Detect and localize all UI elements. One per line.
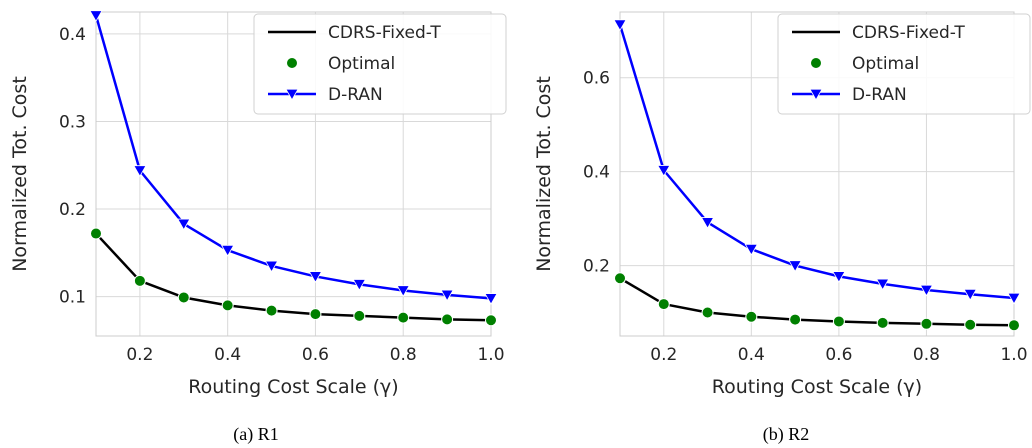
data-point-d-ran bbox=[702, 218, 714, 229]
y-axis-label: Normalized Tot. Cost bbox=[533, 76, 555, 272]
data-point-optimal bbox=[921, 318, 932, 329]
legend-label: CDRS-Fixed-T bbox=[328, 23, 441, 43]
series-line-cdrs-fixed-t bbox=[620, 278, 1014, 325]
data-point-optimal bbox=[1009, 320, 1020, 331]
x-axis-label: Routing Cost Scale (γ) bbox=[712, 376, 922, 398]
y-tick-label: 0.3 bbox=[59, 112, 86, 132]
y-tick-label: 0.2 bbox=[59, 200, 86, 220]
data-point-optimal bbox=[266, 305, 277, 316]
legend: CDRS-Fixed-T Optimal D-RAN bbox=[254, 14, 506, 114]
x-tick-label: 0.4 bbox=[738, 345, 765, 365]
data-point-optimal bbox=[442, 314, 453, 325]
legend-label: CDRS-Fixed-T bbox=[852, 23, 965, 43]
data-point-optimal bbox=[746, 311, 757, 322]
legend-label: Optimal bbox=[852, 54, 919, 74]
data-point-d-ran bbox=[614, 20, 626, 31]
y-axis-label: Normalized Tot. Cost bbox=[9, 76, 31, 272]
chart-panel-r1: 0.2 0.4 0.6 0.8 1.0 0.1 0.2 0.3 0.4 Routing Cost … bbox=[9, 11, 506, 398]
caption-r2: (b) R2 bbox=[763, 424, 810, 445]
legend: CDRS-Fixed-T Optimal D-RAN bbox=[778, 14, 1030, 114]
data-point-optimal bbox=[310, 309, 321, 320]
y-tick-label: 0.4 bbox=[583, 163, 610, 183]
legend-label: D-RAN bbox=[852, 85, 907, 105]
data-point-optimal bbox=[398, 312, 409, 323]
data-point-optimal bbox=[354, 310, 365, 321]
y-tick-label: 0.4 bbox=[59, 25, 86, 45]
x-tick-label: 0.2 bbox=[126, 345, 153, 365]
x-tick-label: 0.8 bbox=[913, 345, 940, 365]
data-point-optimal bbox=[965, 319, 976, 330]
y-tick-label: 0.1 bbox=[59, 288, 86, 308]
x-tick-label: 1.0 bbox=[477, 345, 504, 365]
data-point-optimal bbox=[658, 299, 669, 310]
x-tick-label: 0.4 bbox=[214, 345, 241, 365]
data-point-optimal bbox=[134, 275, 145, 286]
legend-marker-optimal bbox=[287, 58, 298, 69]
legend-label: D-RAN bbox=[328, 85, 383, 105]
x-tick-label: 0.6 bbox=[825, 345, 852, 365]
data-point-d-ran bbox=[90, 11, 102, 22]
x-axis-label: Routing Cost Scale (γ) bbox=[188, 376, 398, 398]
data-point-optimal bbox=[877, 317, 888, 328]
data-point-optimal bbox=[790, 314, 801, 325]
y-tick-label: 0.2 bbox=[583, 257, 610, 277]
x-tick-label: 0.8 bbox=[390, 345, 417, 365]
data-point-optimal bbox=[91, 228, 102, 239]
series-line-cdrs-fixed-t bbox=[96, 234, 491, 321]
x-tick-label: 0.6 bbox=[302, 345, 329, 365]
y-tick-label: 0.6 bbox=[583, 69, 610, 89]
legend-label: Optimal bbox=[328, 54, 395, 74]
data-point-optimal bbox=[702, 307, 713, 318]
caption-r1: (a) R1 bbox=[233, 424, 278, 445]
data-point-optimal bbox=[222, 300, 233, 311]
data-point-optimal bbox=[833, 316, 844, 327]
data-point-optimal bbox=[178, 292, 189, 303]
data-point-optimal bbox=[615, 273, 626, 284]
x-tick-label: 1.0 bbox=[1000, 345, 1027, 365]
data-point-optimal bbox=[486, 315, 497, 326]
x-tick-label: 0.2 bbox=[650, 345, 677, 365]
legend-marker-optimal bbox=[811, 58, 822, 69]
data-point-d-ran bbox=[178, 219, 190, 230]
chart-panel-r2: 0.2 0.4 0.6 0.8 1.0 0.2 0.4 0.6 Routing Cost Sca… bbox=[533, 12, 1030, 398]
